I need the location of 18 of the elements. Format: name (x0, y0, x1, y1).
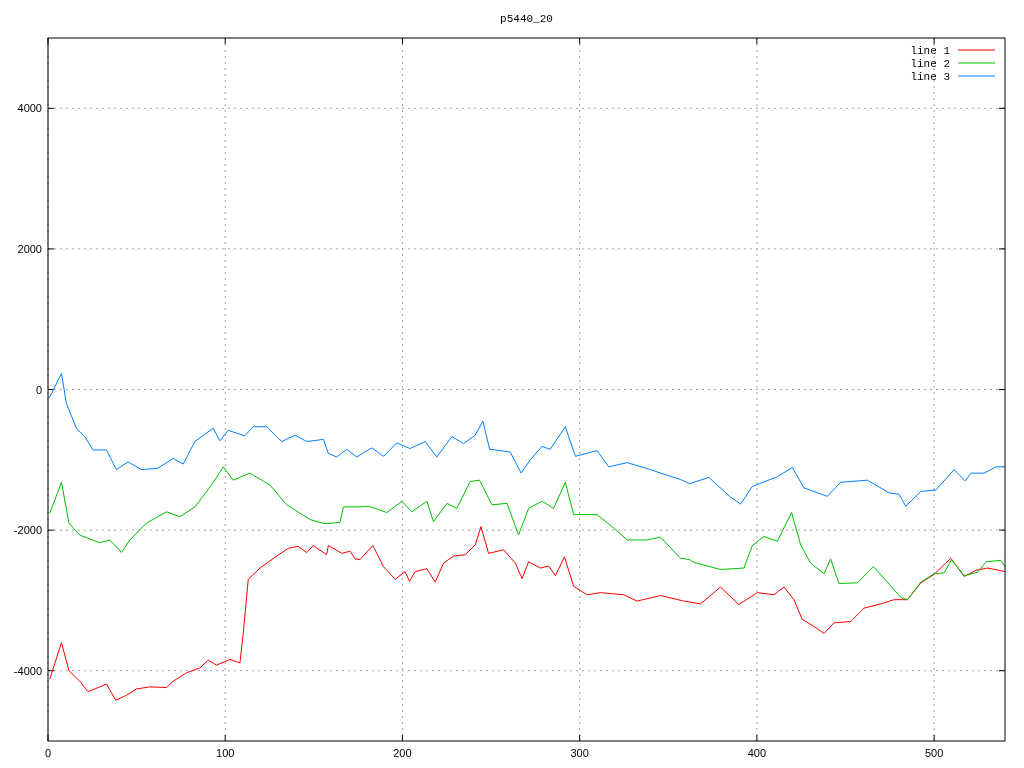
x-tick-label: 200 (393, 747, 412, 759)
x-tick-label: 300 (570, 747, 589, 759)
line-series (47, 372, 1006, 507)
x-tick-label: 500 (924, 747, 944, 759)
line-series (49, 526, 1006, 701)
x-tick-label: 400 (747, 747, 767, 759)
legend-label: line 3 (910, 71, 950, 83)
y-tick-label: 0 (35, 383, 42, 396)
y-tick-label: -2000 (13, 524, 42, 537)
y-tick-label: 4000 (17, 102, 42, 115)
legend-label: line 2 (910, 58, 950, 70)
line-series (49, 466, 1006, 601)
y-tick-label: 2000 (17, 242, 42, 255)
legend-label: line 1 (910, 45, 951, 57)
y-tick-label: -4000 (13, 664, 42, 677)
x-tick-label: 0 (44, 747, 52, 759)
chart-title: p5440_20 (500, 13, 553, 25)
x-tick-label: 100 (216, 747, 235, 759)
